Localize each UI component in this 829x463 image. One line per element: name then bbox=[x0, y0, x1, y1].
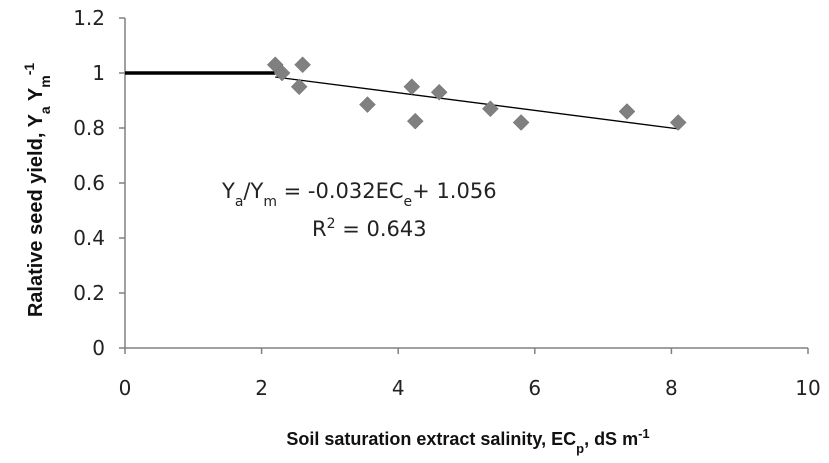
y-axis-title: Ralative seed yield, Ya Ym-1 bbox=[21, 63, 53, 318]
x-tick-label: 10 bbox=[795, 376, 820, 400]
data-point-diamond bbox=[669, 114, 687, 131]
lines bbox=[125, 71, 679, 130]
r-squared: R2 = 0.643 bbox=[312, 216, 427, 241]
x-tick-label: 4 bbox=[392, 376, 405, 400]
x-ticks: 0 2 4 6 8 10 bbox=[119, 348, 821, 400]
data-point-diamond bbox=[290, 78, 308, 96]
x-tick-label: 0 bbox=[119, 376, 132, 400]
data-point-diamond bbox=[359, 96, 376, 113]
x-tick-label: 2 bbox=[255, 376, 268, 400]
y-tick-label: 0 bbox=[92, 336, 105, 360]
data-point-diamond bbox=[430, 83, 448, 101]
data-point-diamond bbox=[273, 64, 291, 82]
y-tick-label: 0.6 bbox=[73, 171, 105, 195]
data-points bbox=[266, 56, 687, 131]
data-point-diamond bbox=[482, 100, 499, 118]
y-tick-label: 0.4 bbox=[73, 226, 105, 250]
fit-equation: Ya/Ym = -0.032ECe+ 1.056 bbox=[221, 179, 497, 210]
data-point-diamond bbox=[406, 112, 424, 130]
data-point-diamond bbox=[403, 78, 421, 96]
y-ticks: 0 0.2 0.4 0.6 0.8 1 1.2 bbox=[73, 6, 125, 360]
x-axis-title: Soil saturation extract salinity, ECp, d… bbox=[286, 426, 649, 456]
x-tick-label: 6 bbox=[528, 376, 541, 400]
y-tick-label: 0.2 bbox=[73, 281, 105, 305]
trend-line bbox=[275, 76, 679, 130]
y-tick-label: 0.8 bbox=[73, 116, 105, 140]
y-tick-label: 1 bbox=[92, 61, 105, 85]
y-tick-label: 1.2 bbox=[73, 6, 105, 30]
data-point-diamond bbox=[294, 56, 311, 74]
data-point-diamond bbox=[512, 114, 530, 131]
x-tick-label: 8 bbox=[665, 376, 678, 400]
data-point-diamond bbox=[618, 103, 636, 120]
